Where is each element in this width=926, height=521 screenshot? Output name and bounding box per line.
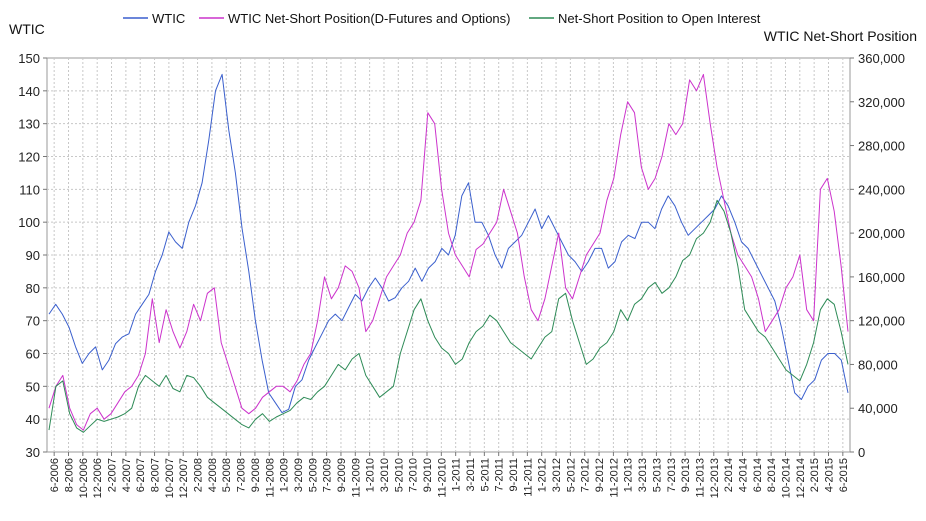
right-tick-label: 200,000 [858, 226, 905, 241]
x-tick-label: 7-2010 [408, 458, 420, 492]
x-tick-label: 2-2007 [107, 458, 119, 492]
right-axis-title: WTIC Net-Short Position [764, 28, 917, 44]
x-tick-label: 1-2010 [365, 458, 377, 492]
right-tick-label: 120,000 [858, 314, 905, 329]
x-tick-label: 5-2009 [307, 458, 319, 492]
left-tick-label: 40 [26, 412, 40, 427]
x-tick-label: 2-2015 [809, 458, 821, 492]
x-tick-label: 1-2009 [279, 458, 291, 492]
right-tick-label: 320,000 [858, 95, 905, 110]
right-tick-label: 360,000 [858, 51, 905, 66]
x-tick-label: 9-2012 [594, 458, 606, 492]
x-tick-label: 11-2010 [436, 458, 448, 498]
x-tick-label: 11-2008 [264, 458, 276, 498]
left-tick-label: 80 [26, 281, 40, 296]
legend: WTIC WTIC Net-Short Position(D-Futures an… [123, 11, 761, 26]
x-tick-label: 6-2007 [135, 458, 147, 492]
x-tick-label: 8-2014 [766, 458, 778, 492]
x-tick-label: 3-2013 [637, 458, 649, 492]
left-tick-label: 140 [18, 84, 40, 99]
x-tick-label: 4-2007 [121, 458, 133, 492]
gridlines [47, 58, 850, 452]
x-tick-label: 1-2012 [537, 458, 549, 492]
x-tick-label: 7-2012 [580, 458, 592, 492]
left-tick-label: 100 [18, 215, 40, 230]
x-tick-label: 9-2009 [336, 458, 348, 492]
x-tick-label: 5-2010 [393, 458, 405, 492]
x-tick-label: 3-2009 [293, 458, 305, 492]
left-tick-label: 50 [26, 379, 40, 394]
right-tick-label: 160,000 [858, 270, 905, 285]
right-axis-ticks: 360,000 320,000 280,000 240,000 200,000 160,0… [850, 51, 905, 460]
left-tick-label: 60 [26, 347, 40, 362]
x-tick-label: 4-2014 [737, 458, 749, 492]
x-tick-label: 9-2011 [508, 458, 520, 491]
x-tick-label: 2-2014 [723, 458, 735, 492]
x-tick-label: 11-2012 [608, 458, 620, 498]
series-line-3 [48, 199, 849, 433]
x-tick-label: 3-2012 [551, 458, 563, 492]
right-tick-label: 40,000 [858, 401, 898, 416]
right-tick-label: 280,000 [858, 139, 905, 154]
left-tick-label: 120 [18, 150, 40, 165]
x-tick-label: 6-2006 [49, 458, 61, 492]
left-tick-label: 130 [18, 117, 40, 132]
x-tick-label: 3-2010 [379, 458, 391, 492]
x-tick-label: 4-2008 [207, 458, 219, 492]
legend-label-3: Net-Short Position to Open Interest [558, 11, 761, 26]
x-tick-label: 12-2013 [709, 458, 721, 498]
x-tick-label: 3-2011 [465, 458, 477, 491]
left-tick-label: 110 [19, 182, 40, 197]
x-tick-label: 1-2011 [451, 458, 463, 491]
x-tick-label: 10-2006 [78, 458, 90, 498]
legend-label-2: WTIC Net-Short Position(D-Futures and Op… [228, 11, 510, 26]
right-tick-label: 240,000 [858, 182, 905, 197]
left-tick-label: 30 [26, 445, 40, 460]
x-tick-label: 12-2006 [92, 458, 104, 498]
x-tick-label: 7-2011 [494, 458, 506, 491]
x-tick-label: 5-2008 [221, 458, 233, 492]
left-tick-label: 150 [18, 51, 40, 66]
x-tick-label: 7-2008 [236, 458, 248, 492]
series-line-2 [48, 73, 849, 431]
x-tick-label: 6-2014 [752, 458, 764, 492]
x-tick-label: 11-2011 [522, 458, 534, 497]
x-tick-label: 12-2007 [178, 458, 190, 498]
x-tick-label: 4-2015 [823, 458, 835, 492]
x-tick-label: 8-2006 [64, 458, 76, 492]
x-tick-label: 1-2013 [623, 458, 635, 492]
x-tick-label: 7-2009 [322, 458, 334, 492]
x-tick-label: 2-2008 [193, 458, 205, 492]
x-tick-label: 11-2013 [694, 458, 706, 498]
x-tick-label: 5-2012 [565, 458, 577, 492]
x-tick-label: 5-2013 [651, 458, 663, 492]
left-axis-title: WTIC [9, 21, 45, 37]
x-tick-label: 11-2009 [350, 458, 362, 498]
x-tick-label: 12-2014 [795, 458, 807, 498]
x-axis-ticks: 6-2006 8-2006 10-2006 12-2006 2-2007 4-2007 6-… [49, 452, 850, 498]
x-tick-label: 6-2015 [838, 458, 850, 492]
left-axis-ticks: 150 140 130 120 110 100 90 80 70 60 50 40 30 [18, 51, 47, 460]
x-tick-label: 9-2008 [250, 458, 262, 492]
x-tick-label: 9-2013 [680, 458, 692, 492]
series-layer [48, 73, 849, 433]
x-tick-label: 7-2013 [666, 458, 678, 492]
x-tick-label: 5-2011 [479, 458, 491, 491]
right-tick-label: 80,000 [858, 357, 898, 372]
x-tick-label: 8-2007 [150, 458, 162, 492]
left-tick-label: 90 [26, 248, 40, 263]
x-tick-label: 9-2010 [422, 458, 434, 492]
x-tick-label: 10-2014 [780, 458, 792, 498]
right-tick-label: 0 [858, 445, 865, 460]
x-tick-label: 10-2007 [164, 458, 176, 498]
legend-label-1: WTIC [152, 11, 185, 26]
left-tick-label: 70 [26, 314, 40, 329]
